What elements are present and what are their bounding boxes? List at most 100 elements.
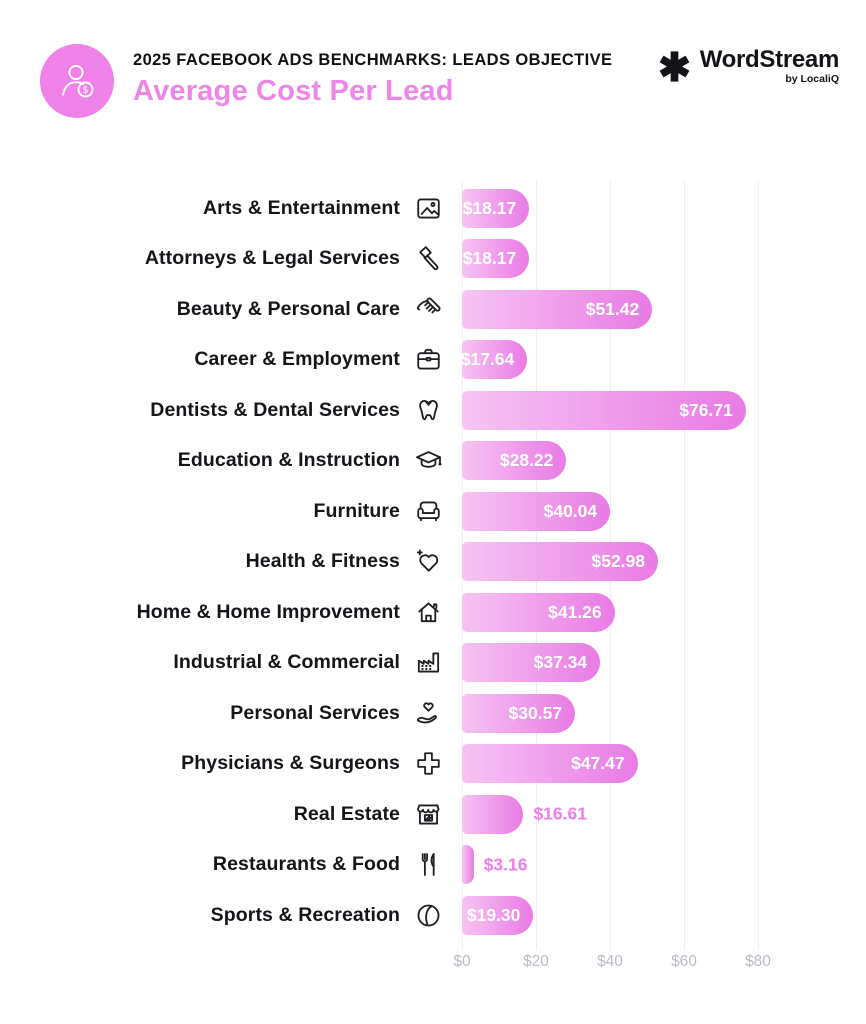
tooth-icon [413, 395, 443, 425]
bar: $37.34 [462, 643, 601, 683]
bar: $76.71 [462, 390, 746, 430]
category-label: Education & Instruction [177, 449, 400, 472]
bar-track: $28.22 [462, 441, 866, 481]
briefcase-icon [413, 345, 443, 375]
bar: $40.04 [462, 491, 611, 531]
value-label: $40.04 [543, 500, 598, 521]
header: $ 2025 FACEBOOK ADS BENCHMARKS: LEADS OB… [0, 0, 866, 118]
bar-track: $52.98 [462, 542, 866, 582]
x-axis-tick: $80 [745, 952, 771, 970]
bar: $28.22 [462, 441, 567, 481]
bar-track: $17.64 [460, 340, 866, 380]
category-label: Arts & Entertainment [202, 196, 400, 219]
bar: $47.47 [462, 744, 638, 784]
bar-chart: Arts & Entertainment $18.17 Attorneys & Le… [0, 180, 866, 982]
bar: $19.30 [462, 895, 534, 935]
bar-track: $16.61 [462, 794, 866, 834]
value-label: $41.26 [548, 601, 602, 622]
value-label: $76.71 [679, 399, 733, 420]
value-label: $17.64 [460, 349, 515, 370]
value-label: $19.30 [466, 904, 521, 925]
chart-row: Home & Home Improvement $41.26 [0, 587, 866, 638]
category-label: Home & Home Improvement [136, 600, 400, 623]
medical-cross-icon [413, 749, 443, 779]
x-axis-tick: $0 [453, 952, 471, 970]
chart-row: Real Estate $16.61 [0, 789, 866, 840]
x-axis-tick: $40 [597, 952, 623, 970]
bar: $17.64 [460, 340, 528, 380]
category-label: Attorneys & Legal Services [144, 247, 400, 270]
bar-track: $51.42 [462, 289, 866, 329]
bar-track: $18.17 [462, 239, 866, 279]
bar: $51.42 [462, 289, 653, 329]
storefront-icon [413, 799, 443, 829]
value-label: $51.42 [585, 298, 640, 319]
house-icon [413, 597, 443, 627]
bar-track: $40.04 [462, 491, 866, 531]
chart-row: Beauty & Personal Care $51.42 [0, 284, 866, 335]
value-label: $37.34 [533, 652, 588, 673]
chart-row: Health & Fitness $52.98 [0, 537, 866, 588]
person-dollar-icon: $ [40, 44, 114, 118]
value-label: $30.57 [508, 702, 563, 723]
bar [462, 845, 474, 885]
bar-track: $47.47 [462, 744, 866, 784]
value-label: $3.16 [483, 854, 528, 875]
asterisk-icon [659, 51, 690, 82]
gavel-icon [413, 244, 443, 274]
chart-row: Arts & Entertainment $18.17 [0, 183, 866, 234]
chart-row: Industrial & Commercial $37.34 [0, 638, 866, 689]
value-label: $18.17 [462, 197, 517, 218]
bar: $30.57 [462, 693, 576, 733]
category-label: Health & Fitness [245, 550, 400, 573]
bar: $41.26 [462, 592, 615, 632]
heart-plus-icon [413, 547, 443, 577]
bar-track: $76.71 [462, 390, 866, 430]
fork-knife-icon [413, 850, 443, 880]
wordstream-logo: WordStream by LocaliQ [656, 46, 840, 86]
chart-row: Attorneys & Legal Services $18.17 [0, 234, 866, 285]
x-axis-tick: $60 [671, 952, 697, 970]
category-label: Physicians & Surgeons [181, 752, 400, 775]
value-label: $16.61 [533, 803, 587, 824]
chart-rows: Arts & Entertainment $18.17 Attorneys & Le… [0, 183, 866, 941]
grid-line [758, 180, 759, 950]
category-label: Real Estate [293, 802, 400, 825]
bar-track: $41.26 [462, 592, 866, 632]
bar: $18.17 [462, 188, 530, 228]
chart-row: Restaurants & Food $3.16 [0, 840, 866, 891]
chart-row: Furniture $40.04 [0, 486, 866, 537]
comb-icon [413, 294, 443, 324]
chart-row: Physicians & Surgeons $47.47 [0, 739, 866, 790]
x-axis-tick: $20 [523, 952, 549, 970]
image-icon [413, 193, 443, 223]
chart-row: Personal Services $30.57 [0, 688, 866, 739]
armchair-icon [413, 496, 443, 526]
bar-track: $37.34 [462, 643, 866, 683]
factory-icon [413, 648, 443, 678]
bar-track: $30.57 [462, 693, 866, 733]
category-label: Furniture [313, 499, 400, 522]
logo-name: WordStream [699, 46, 840, 73]
value-label: $52.98 [591, 551, 646, 572]
logo-byline: by LocaliQ [785, 73, 839, 86]
category-label: Dentists & Dental Services [150, 398, 400, 421]
bar-track: $18.17 [462, 188, 866, 228]
chart-title: Average Cost Per Lead [133, 75, 454, 107]
category-label: Sports & Recreation [210, 903, 400, 926]
chart-row: Dentists & Dental Services $76.71 [0, 385, 866, 436]
category-label: Industrial & Commercial [173, 651, 400, 674]
graduation-cap-icon [413, 446, 443, 476]
category-label: Beauty & Personal Care [176, 297, 400, 320]
bar: $52.98 [462, 542, 659, 582]
chart-row: Education & Instruction $28.22 [0, 436, 866, 487]
bar-track: $19.30 [462, 895, 866, 935]
category-label: Personal Services [230, 701, 400, 724]
category-label: Restaurants & Food [212, 853, 400, 876]
hand-heart-icon [413, 698, 443, 728]
bar-track: $3.16 [462, 845, 866, 885]
bar [462, 794, 524, 834]
value-label: $18.17 [462, 248, 517, 269]
x-axis: $0 $20 $40 $60 $80 [0, 942, 866, 982]
category-label: Career & Employment [194, 348, 400, 371]
